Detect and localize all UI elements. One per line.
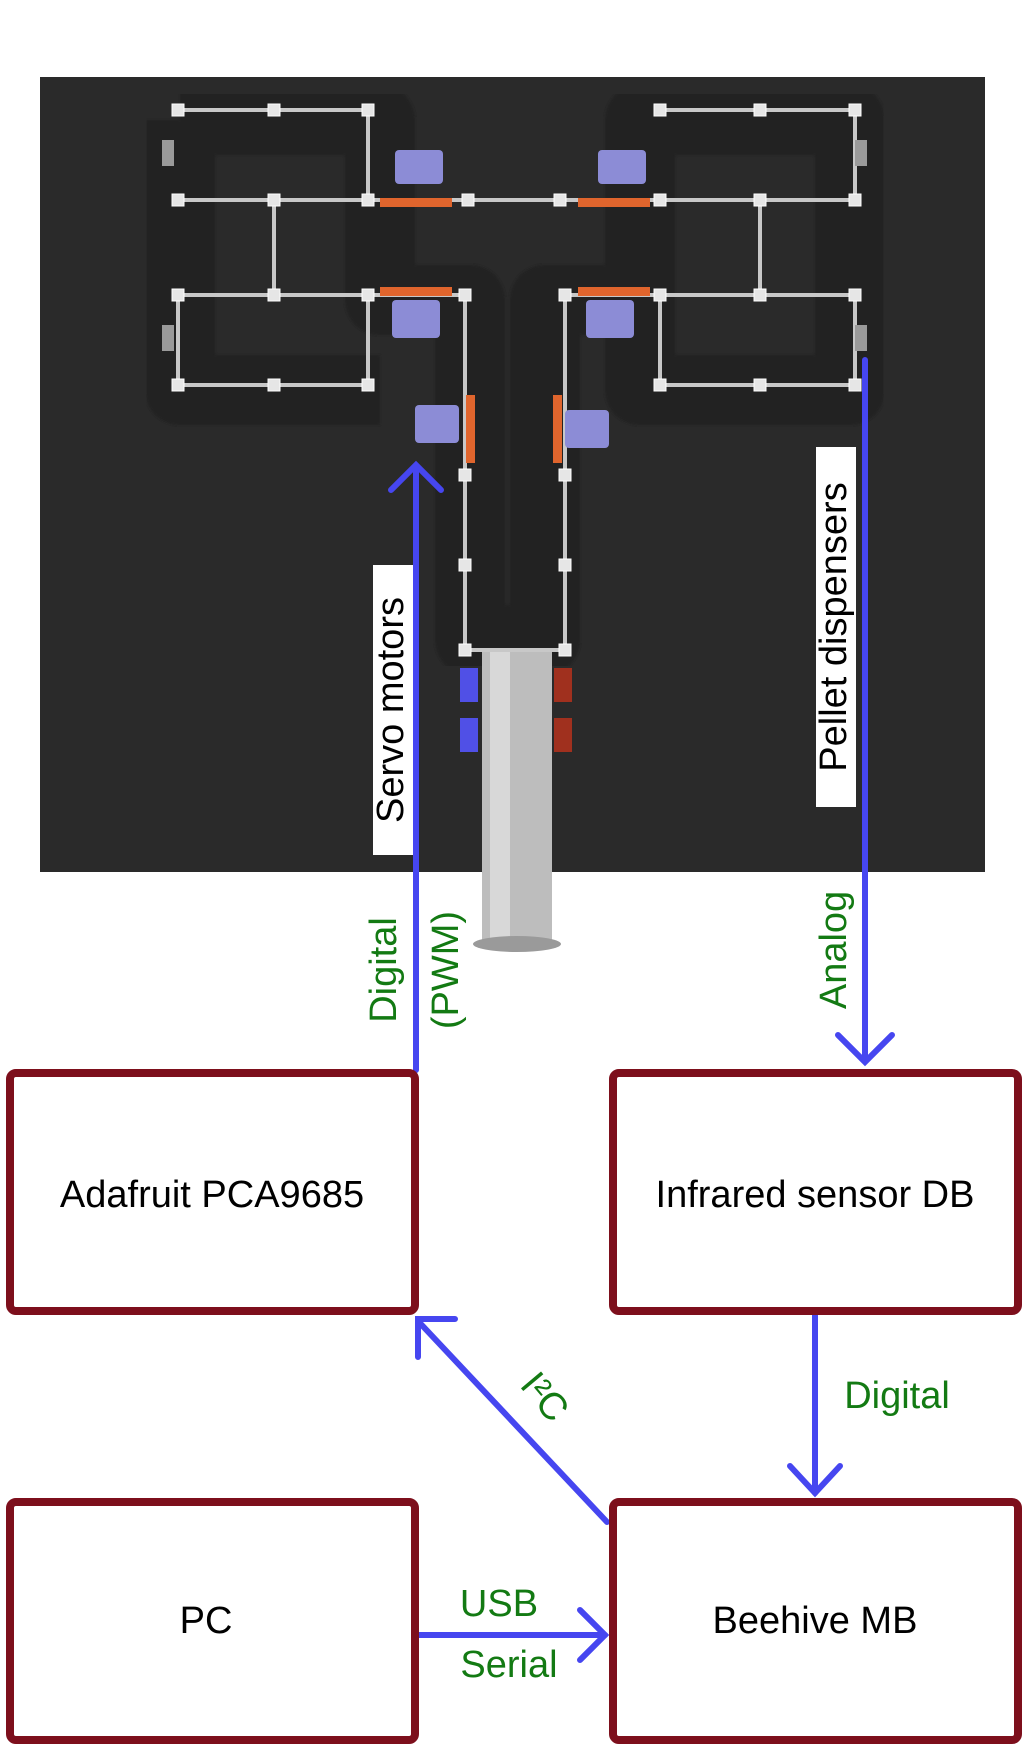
- box-beehive: Beehive MB: [609, 1498, 1022, 1744]
- box-infrared-label: Infrared sensor DB: [656, 1174, 975, 1216]
- start-tube: [473, 652, 561, 952]
- label-analog: Analog: [813, 891, 855, 1009]
- pellet-label-text: Pellet dispensers: [813, 482, 855, 771]
- label-usb: USB: [460, 1583, 538, 1625]
- leds: [460, 668, 572, 752]
- pellet-dispensers: [162, 140, 867, 351]
- arrow-i2c: [415, 1318, 610, 1525]
- servo-motors: [380, 150, 650, 463]
- arrows: [388, 357, 895, 1663]
- servo-label: Servo motors: [370, 565, 413, 855]
- label-i2c: I²C: [512, 1364, 577, 1430]
- label-serial: Serial: [460, 1644, 557, 1686]
- box-pc: PC: [6, 1498, 419, 1744]
- label-digital: Digital: [844, 1375, 950, 1417]
- box-pc-label: PC: [180, 1600, 233, 1642]
- box-adafruit-label: Adafruit PCA9685: [60, 1174, 364, 1216]
- box-beehive-label: Beehive MB: [713, 1600, 918, 1642]
- label-digital-pwm-1: Digital: [363, 917, 405, 1023]
- servo-label-text: Servo motors: [370, 597, 412, 823]
- track-nodes: [171, 103, 862, 657]
- pellet-label: Pellet dispensers: [813, 447, 856, 807]
- label-digital-pwm-2: (PWM): [425, 911, 467, 1029]
- box-infrared: Infrared sensor DB: [609, 1069, 1022, 1315]
- box-adafruit: Adafruit PCA9685: [6, 1069, 419, 1315]
